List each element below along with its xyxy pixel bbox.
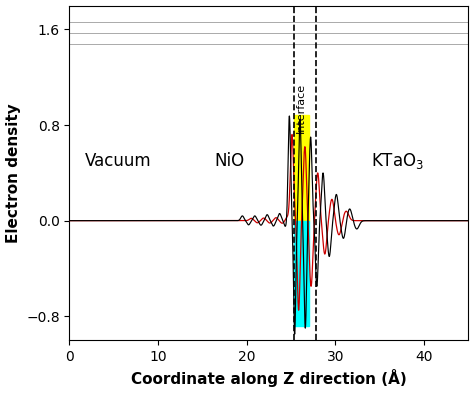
Text: NiO: NiO: [214, 152, 244, 170]
Text: KTaO$_3$: KTaO$_3$: [371, 151, 424, 171]
X-axis label: Coordinate along Z direction (Å): Coordinate along Z direction (Å): [131, 369, 407, 387]
Text: Vacuum: Vacuum: [85, 152, 152, 170]
Bar: [294, 116, 309, 220]
Bar: [294, 220, 309, 326]
Text: Interface: Interface: [296, 83, 306, 133]
Y-axis label: Electron density: Electron density: [6, 103, 20, 243]
